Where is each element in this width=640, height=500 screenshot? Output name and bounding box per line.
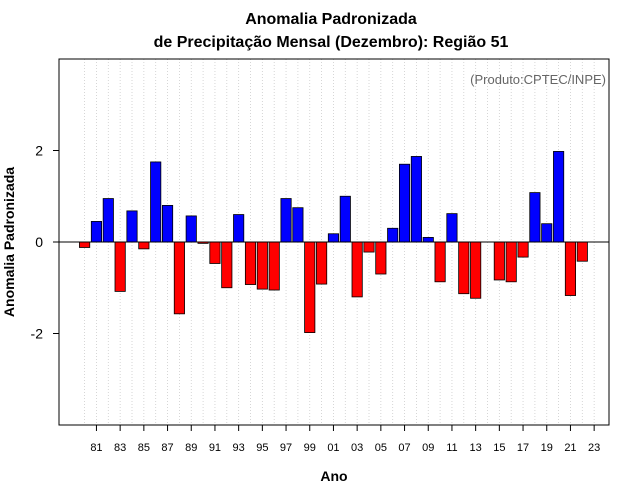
- bar-09: [422, 237, 434, 243]
- bar-08: [410, 156, 422, 243]
- y-axis: -2 0 2: [31, 143, 59, 342]
- x-tick-label: 93: [233, 442, 245, 454]
- bar-20: [553, 151, 565, 243]
- bar-96: [268, 241, 280, 291]
- bar-17: [517, 241, 529, 258]
- bar-98: [292, 207, 304, 243]
- bar-06: [387, 227, 399, 243]
- bar-99: [304, 241, 316, 333]
- bar-10: [434, 241, 446, 283]
- x-tick-label: 91: [209, 442, 221, 454]
- bar-80: [79, 241, 91, 248]
- x-tick-label: 95: [256, 442, 268, 454]
- x-tick-label: 01: [327, 442, 339, 454]
- x-tick-label: 21: [564, 442, 576, 454]
- bar-13: [470, 241, 482, 299]
- x-tick-label: 11: [446, 442, 457, 454]
- x-tick-label: 03: [351, 442, 363, 454]
- bar-84: [126, 210, 138, 243]
- x-tick-label: 83: [114, 442, 126, 454]
- bar-22: [576, 241, 588, 262]
- y-axis-label: Anomalia Padronizada: [1, 167, 17, 317]
- bar-05: [375, 241, 387, 275]
- bar-97: [280, 198, 292, 243]
- bar-86: [150, 161, 162, 243]
- bars: [79, 151, 588, 333]
- bar-81: [90, 221, 103, 243]
- x-tick-label: 13: [470, 442, 482, 454]
- x-tick-label: 89: [185, 442, 197, 454]
- x-axis: 81 83 85 87 89 91 93 95 97 99 01 03 05 07 09 11 13 15 17 19…: [90, 425, 600, 454]
- bar-82: [102, 198, 114, 243]
- x-tick-label: 05: [375, 442, 387, 454]
- credit-text: (Produto:CPTEC/INPE): [470, 72, 606, 87]
- y-tick-label: 0: [35, 234, 43, 250]
- bar-01: [327, 233, 339, 243]
- bar-21: [564, 241, 576, 296]
- bar-04: [363, 241, 375, 253]
- bar-15: [493, 241, 505, 281]
- bar-07: [398, 163, 411, 243]
- x-axis-label: Ano: [320, 468, 347, 484]
- y-tick-label: -2: [31, 326, 44, 342]
- x-tick-label: 81: [90, 442, 102, 454]
- bar-94: [244, 241, 257, 285]
- bar-12: [458, 241, 470, 295]
- bar-92: [221, 241, 233, 289]
- bar-19: [541, 223, 553, 243]
- x-tick-label: 19: [541, 442, 553, 454]
- x-tick-label: 97: [280, 442, 292, 454]
- x-tick-label: 09: [422, 442, 434, 454]
- x-tick-label: 99: [304, 442, 316, 454]
- bar-02: [339, 195, 351, 243]
- bar-11: [446, 213, 458, 243]
- bar-18: [529, 192, 541, 243]
- x-tick-label: 07: [398, 442, 410, 454]
- chart-title-line2: de Precipitação Mensal (Dezembro): Regiã…: [154, 34, 509, 51]
- x-tick-label: 85: [138, 442, 150, 454]
- bar-93: [233, 214, 245, 243]
- bar-89: [185, 215, 197, 243]
- bar-95: [256, 241, 268, 290]
- bar-85: [138, 241, 150, 250]
- bar-83: [114, 241, 126, 292]
- bar-91: [209, 241, 221, 264]
- bar-16: [505, 241, 517, 283]
- x-tick-label: 23: [588, 442, 600, 454]
- chart-title-line1: Anomalia Padronizada: [245, 11, 417, 28]
- bar-00: [316, 241, 328, 285]
- y-tick-label: 2: [35, 143, 43, 159]
- x-tick-label: 15: [493, 442, 505, 454]
- bar-87: [161, 204, 174, 243]
- bar-88: [173, 241, 185, 315]
- x-tick-label: 17: [517, 442, 529, 454]
- bar-03: [351, 241, 363, 298]
- x-tick-label: 87: [161, 442, 173, 454]
